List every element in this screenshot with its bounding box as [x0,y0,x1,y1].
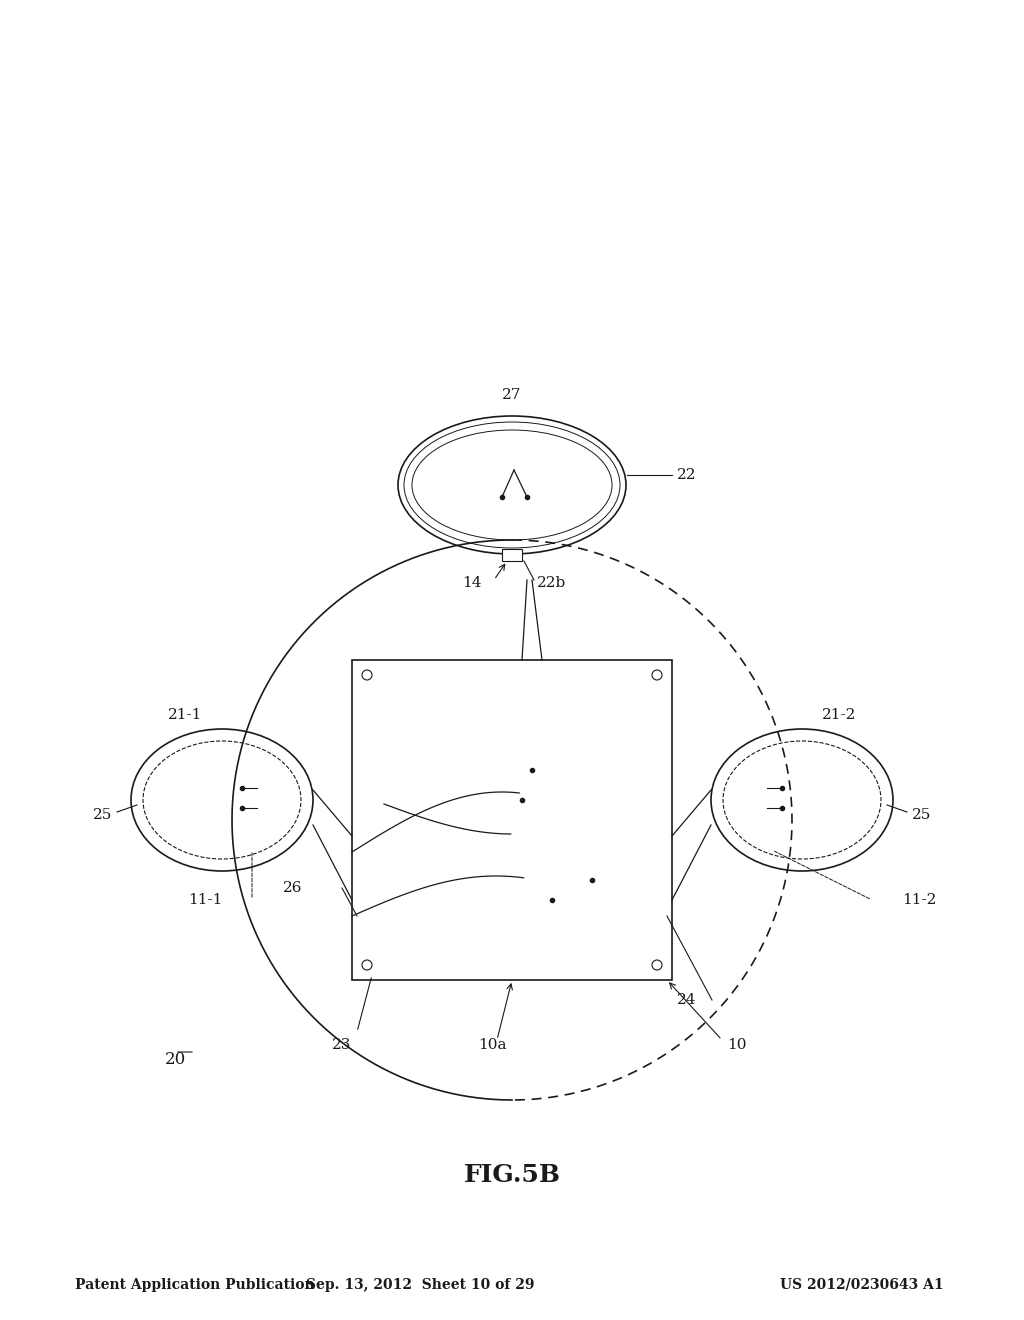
Text: 14: 14 [463,576,482,590]
Ellipse shape [398,416,626,554]
Text: 25: 25 [92,808,112,822]
Text: 21-1: 21-1 [168,708,202,722]
Text: Sep. 13, 2012  Sheet 10 of 29: Sep. 13, 2012 Sheet 10 of 29 [306,1278,535,1292]
Text: US 2012/0230643 A1: US 2012/0230643 A1 [780,1278,944,1292]
Circle shape [362,671,372,680]
Bar [352,660,672,979]
Ellipse shape [143,741,301,859]
Text: 21-2: 21-2 [822,708,856,722]
Text: 20: 20 [165,1052,185,1068]
Ellipse shape [711,729,893,871]
Text: 11-1: 11-1 [187,894,222,907]
Text: 26: 26 [283,880,302,895]
Ellipse shape [723,741,881,859]
Ellipse shape [412,430,612,540]
Text: 10: 10 [727,1038,746,1052]
Text: Patent Application Publication: Patent Application Publication [75,1278,314,1292]
Text: 22b: 22b [537,576,566,590]
Circle shape [652,960,662,970]
Text: 11-2: 11-2 [902,894,936,907]
Text: 25: 25 [912,808,932,822]
Ellipse shape [404,422,620,548]
Text: 24: 24 [677,993,696,1007]
Ellipse shape [131,729,313,871]
Text: 27: 27 [503,388,521,403]
Bar [502,549,522,561]
Text: 10a: 10a [478,1038,506,1052]
Circle shape [362,960,372,970]
Text: 23: 23 [333,1038,351,1052]
Text: 22: 22 [677,469,696,482]
Text: FIG.5B: FIG.5B [464,1163,560,1187]
Circle shape [652,671,662,680]
